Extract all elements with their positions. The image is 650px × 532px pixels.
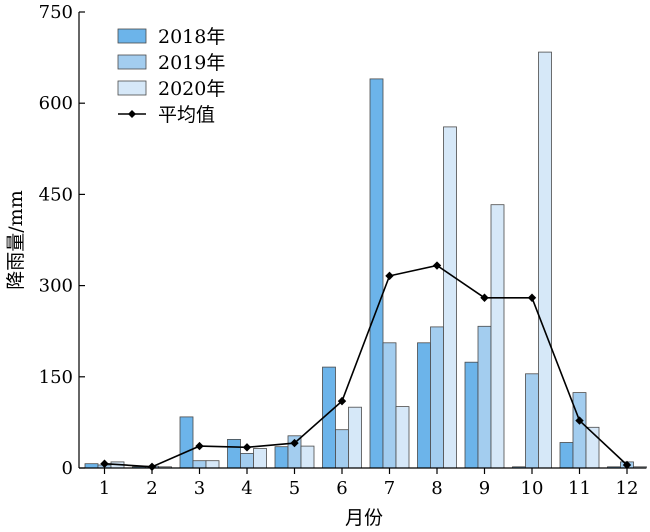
average-point-m12 (622, 460, 632, 470)
y-tick-label: 750 (39, 2, 73, 23)
x-tick-label: 3 (194, 478, 205, 499)
bar-s1-m8 (417, 342, 431, 469)
legend-label-4: 平均值 (158, 104, 215, 126)
bar-s2-m6 (335, 429, 349, 469)
x-tick-label: 4 (241, 478, 252, 499)
bar-s3-m3 (205, 460, 220, 469)
x-tick-label: 8 (431, 478, 442, 499)
average-line-layer (100, 261, 632, 471)
legend-swatch-3 (117, 80, 147, 96)
legend-swatch-marker (128, 110, 136, 118)
bar-s1-m5 (274, 446, 289, 469)
average-point-m7 (385, 271, 394, 281)
y-tick-label: 0 (62, 458, 73, 479)
bar-s2-m10 (525, 373, 539, 469)
average-point-m10 (527, 293, 537, 302)
bar-s2-m3 (192, 460, 207, 469)
legend-swatch-2 (117, 54, 147, 70)
average-point-m8 (432, 261, 442, 270)
average-line (104, 264, 628, 468)
average-point-m1 (100, 459, 109, 468)
bar-s2-m7 (382, 342, 397, 469)
bar-s2-m4 (240, 452, 254, 469)
bar-s2-m8 (430, 326, 444, 469)
x-tick-label: 1 (99, 478, 110, 499)
average-point-m3 (195, 441, 204, 451)
average-point-m6 (337, 396, 347, 406)
bar-s3-m6 (348, 406, 362, 469)
y-tick-label: 150 (39, 367, 73, 388)
legend-label-1: 2018年 (158, 26, 225, 48)
bar-s2-m9 (477, 325, 492, 469)
average-point-m5 (290, 438, 299, 448)
bar-s3-m4 (253, 448, 267, 469)
average-point-m4 (242, 443, 252, 452)
x-tick-label: 7 (384, 478, 395, 499)
x-tick-label: 2 (146, 478, 157, 499)
legend-label-2: 2019年 (158, 52, 225, 74)
average-point-m9 (480, 293, 489, 302)
bar-s2-m11 (572, 392, 587, 469)
y-axis-title: 降雨量/mm (5, 190, 27, 289)
bar-s1-m3 (179, 416, 194, 469)
bar-s1-m9 (464, 361, 479, 469)
bar-s1-m11 (559, 442, 574, 469)
legend-label-3: 2020年 (158, 78, 225, 100)
x-tick-label: 11 (568, 478, 591, 499)
bar-s1-m1 (84, 463, 99, 469)
y-tick-label: 300 (39, 276, 73, 297)
legend-swatch-1 (117, 28, 147, 44)
bar-s3-m8 (443, 126, 457, 469)
bars-layer (84, 51, 647, 469)
bar-s1-m4 (227, 438, 241, 469)
bar-s3-m7 (395, 406, 410, 469)
bar-s3-m5 (300, 445, 315, 469)
y-tick-label: 450 (39, 184, 73, 205)
x-axis-title: 月份 (345, 507, 383, 529)
bar-s1-m7 (369, 78, 384, 469)
bar-s3-m10 (538, 51, 552, 469)
y-tick-label: 600 (39, 93, 73, 114)
average-point-m11 (575, 416, 584, 425)
x-tick-label: 12 (616, 478, 639, 499)
x-tick-label: 10 (521, 478, 544, 499)
bar-s3-m9 (490, 204, 505, 469)
x-tick-label: 9 (479, 478, 490, 499)
average-point-m2 (147, 462, 157, 471)
x-tick-label: 6 (336, 478, 347, 499)
x-tick-label: 5 (289, 478, 300, 499)
